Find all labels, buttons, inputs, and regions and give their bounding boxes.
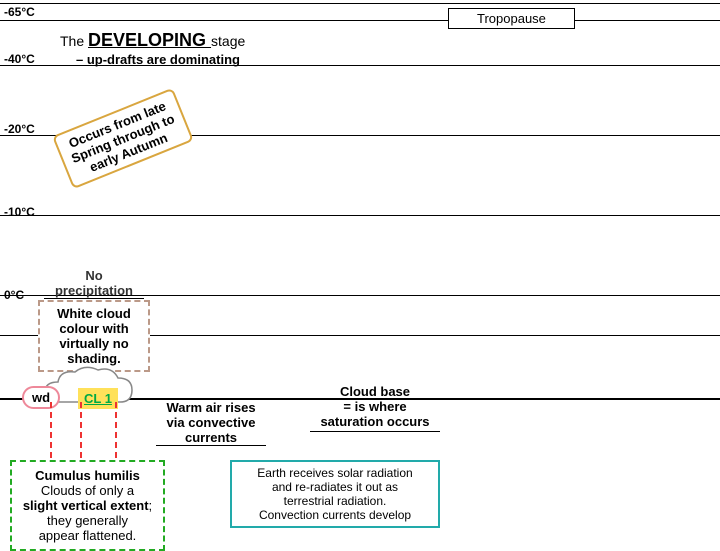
cloud-base-text: Cloud base = is where saturation occurs bbox=[310, 384, 440, 432]
dash-2 bbox=[80, 402, 82, 458]
occurs-box: Occurs from late Spring through to early… bbox=[52, 88, 194, 189]
temp-65: -65°C bbox=[4, 5, 35, 19]
temp-40: -40°C bbox=[4, 52, 35, 66]
dash-3 bbox=[115, 402, 117, 458]
earth-box: Earth receives solar radiation and re-ra… bbox=[230, 460, 440, 528]
cl1-badge: CL 1 bbox=[78, 388, 118, 409]
temp-10: -10°C bbox=[4, 205, 35, 219]
humilis-box: Cumulus humilis Clouds of only a slight … bbox=[10, 460, 165, 551]
temp-20: -20°C bbox=[4, 122, 35, 136]
tropopause-label: Tropopause bbox=[448, 8, 575, 29]
no-precip: No precipitation bbox=[44, 268, 144, 299]
warm-air-text: Warm air rises via convective currents bbox=[156, 400, 266, 446]
stage-subtitle: – up-drafts are dominating bbox=[76, 52, 240, 67]
stage-title: The DEVELOPING stage bbox=[60, 30, 245, 51]
wd-badge: wd bbox=[22, 386, 60, 409]
dash-1 bbox=[50, 402, 52, 458]
temp-0: 0°C bbox=[4, 288, 24, 302]
